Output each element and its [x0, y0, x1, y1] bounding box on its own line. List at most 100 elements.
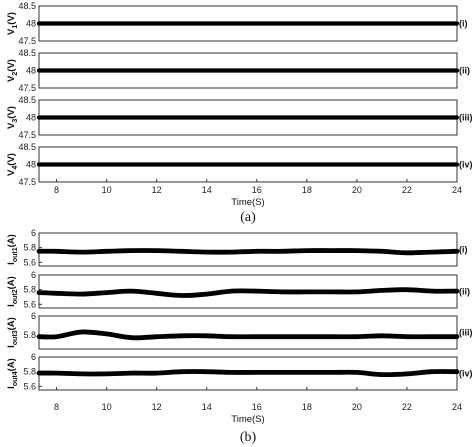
x-tick-label: 8: [54, 185, 59, 195]
y-label-unit: (V): [6, 59, 17, 72]
y-label-main: I: [6, 386, 17, 389]
x-tick-label: 12: [152, 402, 162, 412]
y-tick-label: 6: [31, 352, 36, 362]
x-tick-label: 22: [402, 402, 412, 412]
y-tick-label: 48: [26, 113, 36, 123]
y-label-sub: out1: [12, 247, 19, 262]
subplot-b-3: 6 5.8 Iout3(A) (iii): [6, 311, 473, 350]
subplot-b-2: 6 5.8 5.6 Iout2(A) (ii): [6, 270, 470, 309]
y-label-main: V: [6, 75, 17, 82]
series-line: [36, 248, 460, 256]
y-tick-label: 47.5: [18, 177, 36, 187]
y-tick-label: 5.8: [23, 243, 36, 253]
y-label-sub: 1: [12, 25, 19, 29]
y-tick-label: 5.8: [23, 330, 36, 340]
x-tick-label: 24: [452, 185, 462, 195]
y-axis-label: Iout4(A): [6, 358, 19, 389]
y-label-main: I: [6, 345, 17, 348]
y-label-main: I: [6, 262, 17, 265]
y-label-sub: 4: [12, 166, 19, 170]
x-tick-label: 14: [202, 185, 212, 195]
x-tick-label: 16: [252, 185, 262, 195]
y-tick-label: 48.5: [18, 142, 36, 152]
y-label-sub: 3: [12, 119, 19, 123]
panel-tag: (iii): [459, 328, 473, 338]
y-label-main: V: [6, 169, 17, 176]
subplot-a-2: 48.5 48 47.5V2(V) (ii): [6, 48, 470, 93]
figure-caption: (b): [240, 430, 257, 445]
y-tick-label: 48.5: [18, 95, 36, 105]
y-tick-label: 6: [31, 311, 36, 321]
panel-tag: (iv): [459, 369, 473, 379]
y-axis-label: Iout1(A): [6, 234, 19, 265]
x-tick-label: 12: [152, 185, 162, 195]
y-tick-label: 5.8: [23, 285, 36, 295]
subplot-a-4: 48.5 48 47.5V4(V) (iv): [6, 142, 473, 187]
x-tick-label: 22: [402, 185, 412, 195]
x-tick-label: 18: [302, 185, 312, 195]
y-tick-label: 47.5: [18, 130, 36, 140]
y-axis-label: V2(V): [6, 59, 19, 82]
series-line: [36, 369, 460, 378]
x-axis-label: Time(S): [231, 197, 264, 208]
x-tick-label: 10: [102, 185, 112, 195]
y-label-sub: out3: [12, 330, 19, 345]
x-tick-label: 24: [452, 402, 462, 412]
y-label-sub: 2: [12, 72, 19, 76]
y-tick-label: 48.5: [18, 1, 36, 11]
y-tick-label: 48: [26, 160, 36, 170]
y-tick-label: 5.6: [23, 381, 36, 391]
subplot-b-4: 6 5.8 5.6 Iout4(A) (iv): [6, 352, 473, 391]
subplot-a-3: 48.5 48 47.5V3(V) (iii): [6, 95, 473, 140]
series-line: [36, 287, 460, 298]
y-label-unit: (V): [6, 106, 17, 119]
subplot-a-1: 48.5 48 47.5V1(V) (i): [6, 1, 468, 46]
y-tick-label: 48.5: [18, 48, 36, 58]
x-tick-label: 10: [102, 402, 112, 412]
y-tick-label: 5.6: [23, 257, 36, 267]
figure-caption: (a): [240, 210, 256, 225]
y-tick-label: 48: [26, 19, 36, 29]
x-tick-label: 20: [352, 185, 362, 195]
y-axis-label: Iout3(A): [6, 317, 19, 348]
y-label-unit: (A): [6, 234, 17, 247]
y-label-unit: (A): [6, 276, 17, 289]
y-label-unit: (A): [6, 317, 17, 330]
x-tick-label: 14: [202, 402, 212, 412]
panel-tag: (iii): [459, 113, 473, 123]
y-tick-label: 47.5: [18, 36, 36, 46]
y-axis-label: Iout2(A): [6, 276, 19, 307]
figure-b: 65.85.6Iout1(A)(i)65.85.6Iout2(A)(ii)65.…: [6, 228, 473, 445]
y-axis-label: V3(V): [6, 106, 19, 129]
y-label-unit: (V): [6, 12, 17, 25]
series-line: [36, 329, 460, 341]
y-tick-label: 6: [31, 270, 36, 280]
panel-tag: (iv): [459, 160, 473, 170]
y-label-sub: out2: [12, 289, 19, 304]
x-tick-label: 18: [302, 402, 312, 412]
y-tick-label: 47.5: [18, 83, 36, 93]
y-tick-label: 5.6: [23, 299, 36, 309]
x-tick-label: 8: [54, 402, 59, 412]
y-tick-label: 6: [31, 228, 36, 238]
y-tick-label: 48: [26, 66, 36, 76]
panel-tag: (i): [459, 19, 468, 29]
y-label-main: V: [6, 28, 17, 35]
x-tick-label: 20: [352, 402, 362, 412]
panel-tag: (i): [459, 245, 468, 255]
y-axis-label: V1(V): [6, 12, 19, 35]
y-tick-label: 5.8: [23, 367, 36, 377]
y-label-main: V: [6, 122, 17, 129]
y-axis-label: V4(V): [6, 153, 19, 176]
panel-tag: (ii): [459, 66, 470, 76]
x-tick-label: 16: [252, 402, 262, 412]
x-axis-label: Time(S): [231, 414, 264, 425]
y-label-sub: out4: [12, 371, 19, 386]
panel-tag: (ii): [459, 287, 470, 297]
y-label-unit: (V): [6, 153, 17, 166]
y-label-main: I: [6, 304, 17, 307]
subplot-b-1: 6 5.8 5.6 Iout1(A) (i): [6, 228, 468, 267]
y-label-unit: (A): [6, 358, 17, 371]
